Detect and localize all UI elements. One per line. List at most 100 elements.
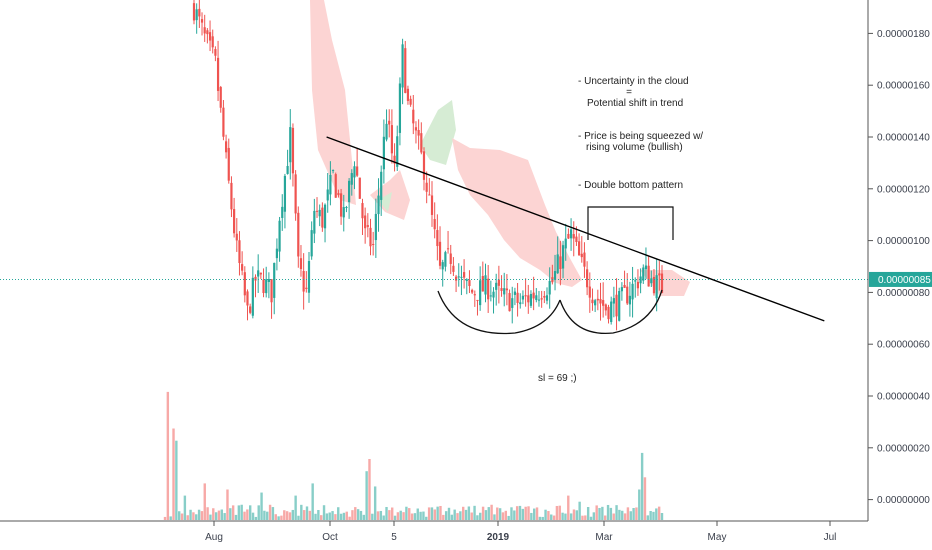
candle-body [476,299,479,301]
candle-body [644,265,648,270]
candle-body [377,195,380,215]
volume-bar [180,513,184,520]
candle-body [398,83,402,133]
volume-bar [592,512,596,520]
volume-bar [538,516,542,520]
volume-bar [249,505,252,520]
volume-bar [373,486,377,520]
volume-bar [550,514,553,520]
candle-body [468,280,471,287]
volume-bar [479,512,482,520]
annotation-equals: = [626,87,632,98]
candle-body [404,48,407,93]
candle-body [519,302,522,305]
candle-body [628,295,632,305]
candle-body [495,282,498,290]
volume-bar [547,511,550,520]
candle-body [200,19,204,23]
volume-bar [652,511,655,520]
candle-body [449,253,452,264]
candle-body [251,277,254,316]
volume-bar [572,509,576,520]
candle-body [422,151,426,180]
volume-bar [578,501,581,520]
volume-bar [163,516,167,520]
candle-body [500,288,503,291]
candle-body [620,287,623,292]
double-bottom-bracket[interactable] [587,206,674,240]
volume-bar [297,515,300,520]
volume-bar [612,513,615,520]
double-bottom-curve-right[interactable] [559,289,663,335]
volume-bar [408,508,411,520]
volume-bar [558,505,561,520]
candle-body [428,194,431,196]
candle-body [583,252,586,267]
volume-bar [308,510,312,520]
candle-body [219,87,222,108]
volume-bar [240,504,243,520]
candle-body [313,210,316,234]
candle-body [230,182,233,210]
x-tick-label: May [708,532,727,543]
annotation-squeezed: - Price is being squeezed w/ [578,131,703,142]
descending-trendline[interactable] [326,136,825,322]
y-tick-label: 0.00000080 [877,288,930,299]
candle-body [441,262,444,270]
volume-bar [544,509,547,520]
volume-bar [609,507,613,520]
volume-bar [274,514,277,520]
volume-bar [220,509,223,520]
candle-body [380,171,383,200]
candle-body [208,32,212,41]
last-price-label: 0.00000085 [878,275,931,286]
candle-body [281,206,284,218]
volume-bar [345,511,348,520]
candle-body [471,289,474,293]
candle-body [636,281,640,289]
volume-bar [447,507,451,520]
volume-bar [354,507,357,520]
volume-bar [589,516,593,520]
volume-bar [422,511,425,520]
volume-bar [481,506,485,520]
volume-bar [649,510,652,520]
candle-body [358,177,361,199]
volume-bar [399,510,402,520]
candle-body [267,279,270,282]
candle-body [366,225,369,227]
volume-bar [320,515,323,520]
candle-body [591,299,594,304]
volume-bar [433,509,436,520]
volume-bar [575,510,578,520]
candle-body [409,98,412,105]
volume-bar [365,471,368,520]
volume-bar [643,477,647,520]
candle-body [412,109,415,124]
volume-bar [635,507,638,520]
candle-body [265,279,268,294]
candle-body [318,209,321,217]
candle-body [577,241,581,256]
volume-bar [195,514,198,520]
volume-bar [606,504,610,520]
candle-body [331,170,335,172]
double-bottom-curve-left[interactable] [437,290,561,335]
volume-bar [462,506,465,520]
candle-body [524,295,527,297]
volume-bar [251,512,255,520]
volume-bar [391,507,394,520]
candle-body [390,125,393,154]
candle-body [511,298,514,308]
volume-bar [217,510,221,520]
candle-body [374,213,377,241]
candle-body [262,279,265,294]
volume-bar [311,483,314,520]
volume-bar [496,507,499,520]
candle-body [249,306,252,313]
candle-body [361,203,364,219]
candle-body [283,175,287,212]
volume-bar [604,515,607,520]
